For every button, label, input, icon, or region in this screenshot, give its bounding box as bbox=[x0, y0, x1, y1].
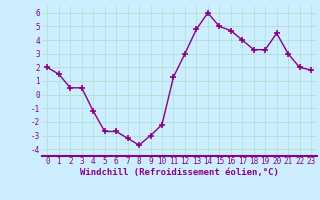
X-axis label: Windchill (Refroidissement éolien,°C): Windchill (Refroidissement éolien,°C) bbox=[80, 168, 279, 177]
